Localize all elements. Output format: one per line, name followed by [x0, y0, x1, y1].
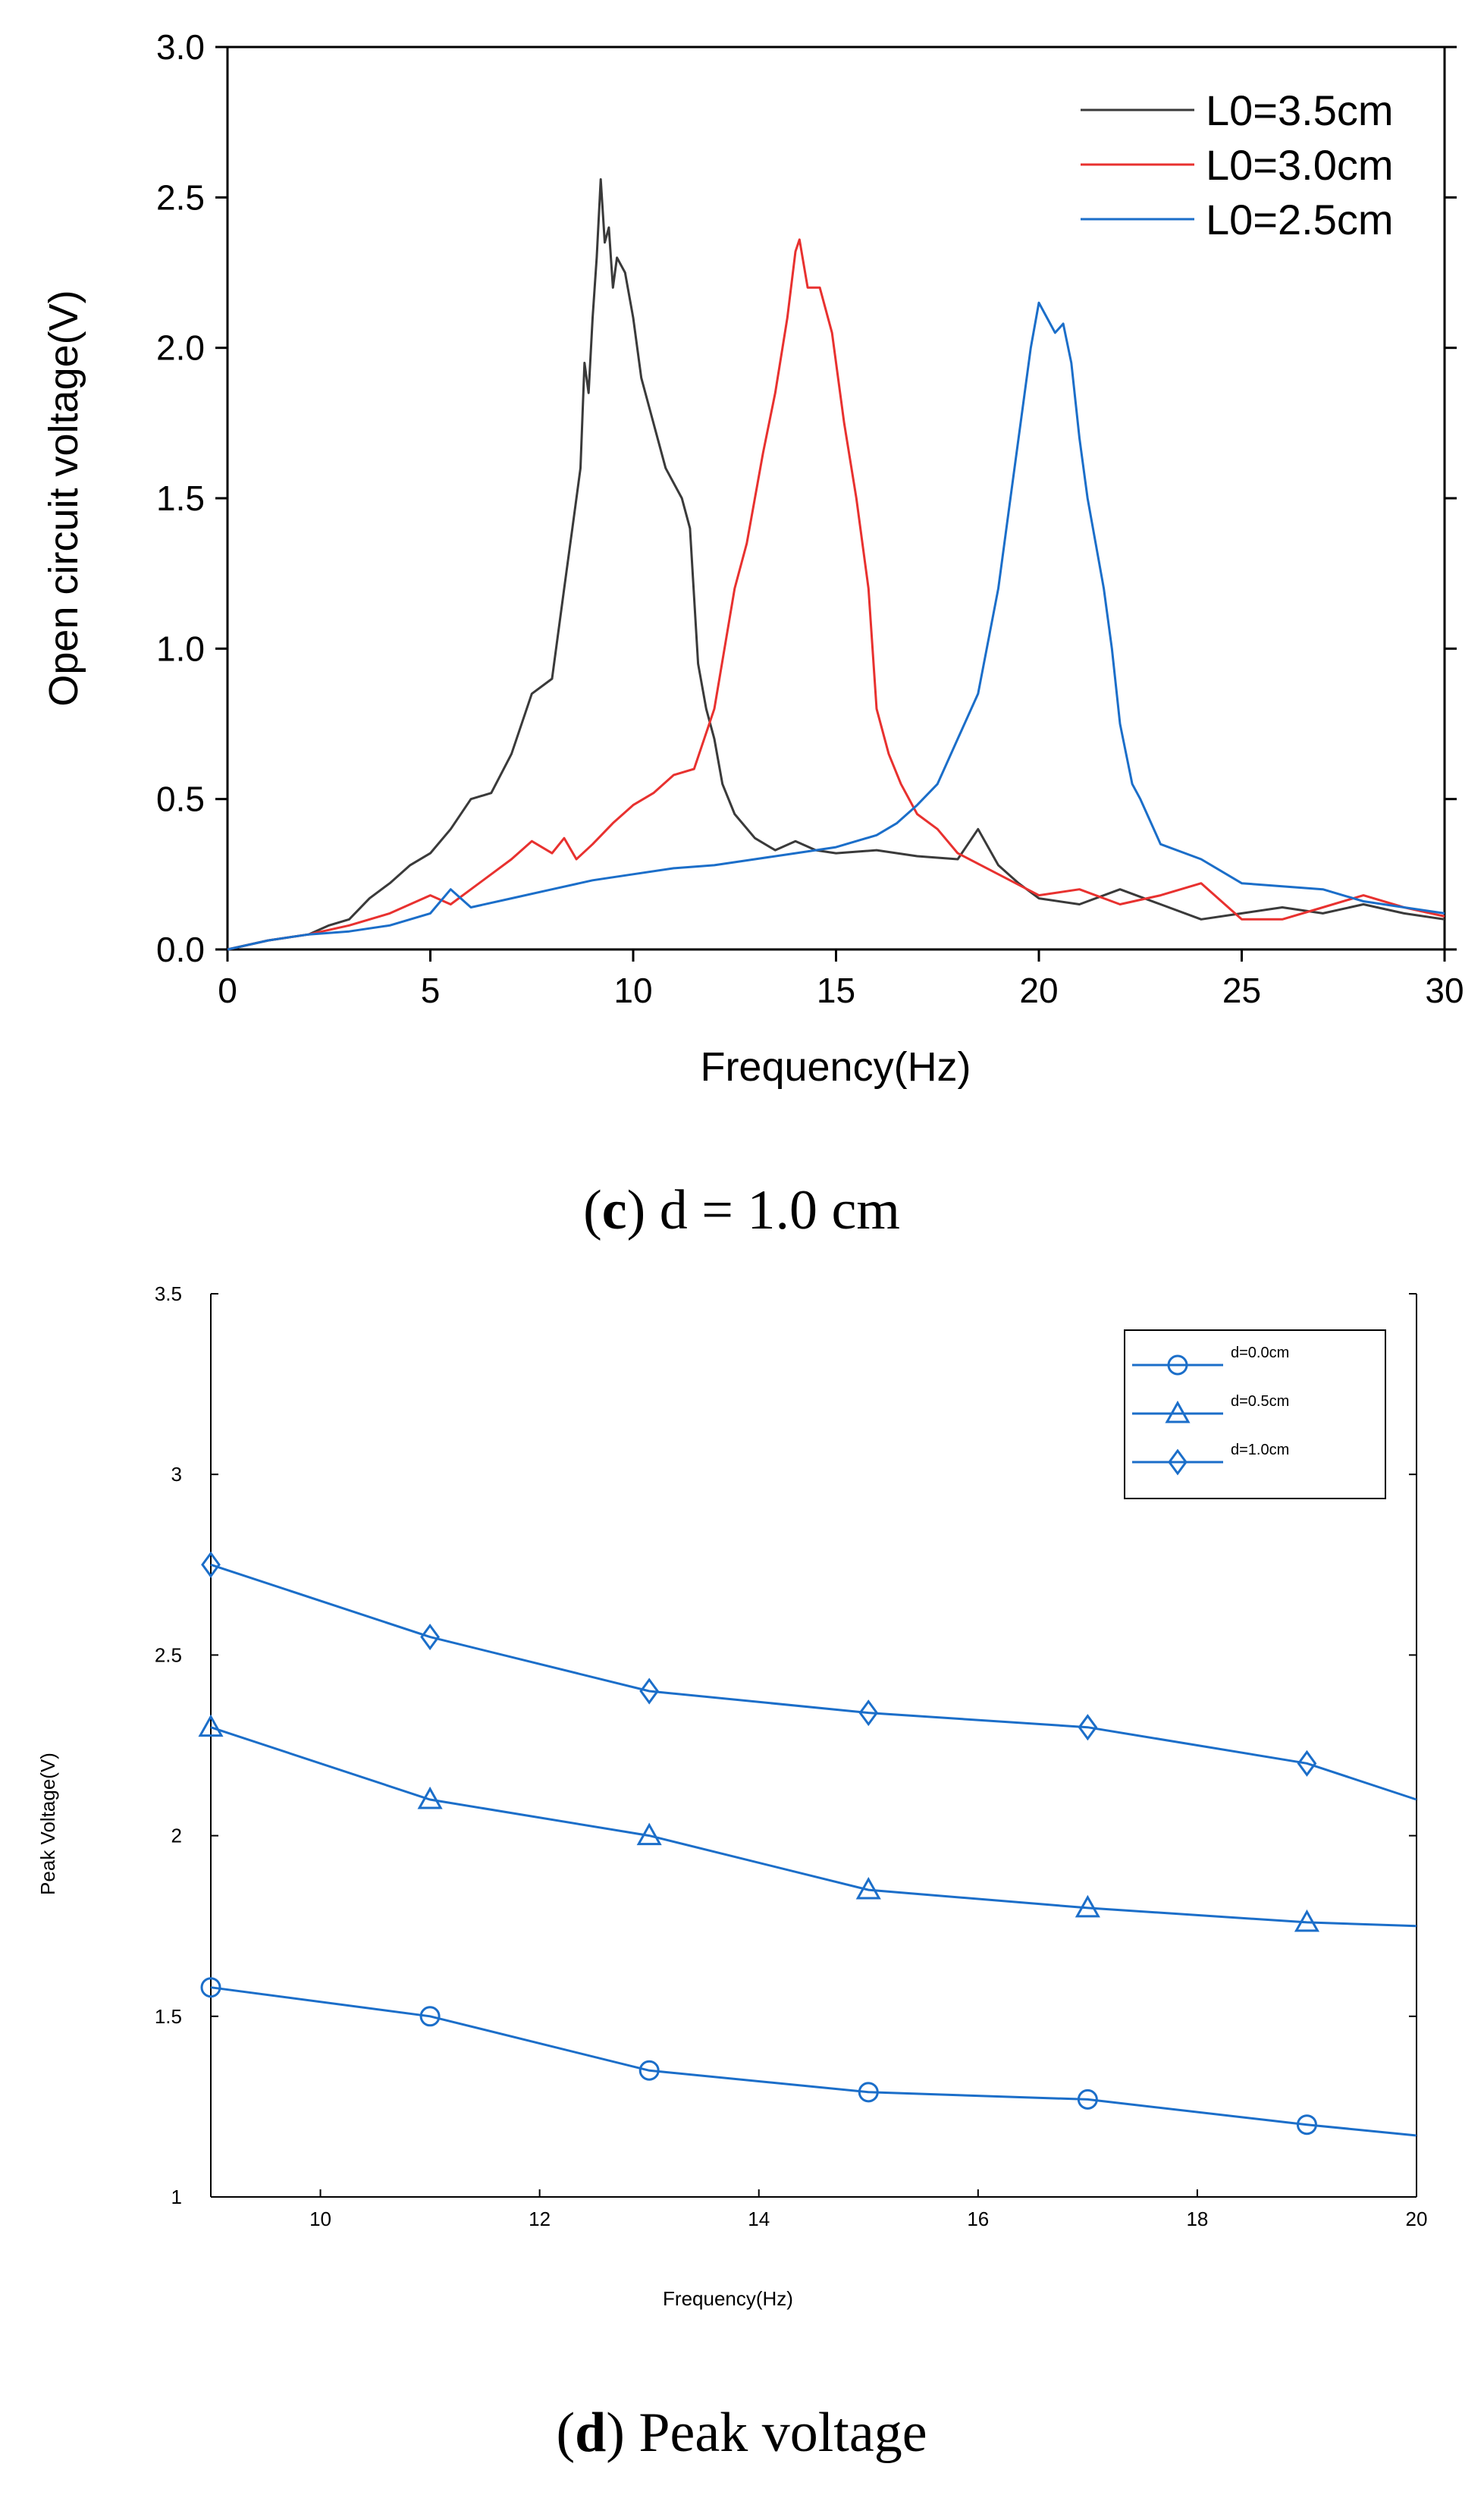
chart-c-series-group — [227, 178, 1445, 951]
chart-d-x-tick-label: 18 — [1186, 2208, 1208, 2230]
diamond-marker-d-1-0cm — [639, 1677, 660, 1705]
chart-d-y-tick-label: 3.5 — [155, 1282, 182, 1305]
chart-d-x-tick-label: 14 — [748, 2208, 770, 2230]
chart-d-x-tick-label: 10 — [309, 2208, 331, 2230]
circle-marker-d-0-0cm — [419, 2006, 441, 2027]
chart-d-x-axis-label: Frequency(Hz) — [663, 2287, 793, 2310]
chart-c-ticks: 0 5 10 15 20 25 30 0.0 0.5 1.0 1.5 2.0 2.5 3.0 — [156, 27, 1464, 1010]
triangle-marker-d-0-5cm — [636, 1822, 662, 1846]
chart-d-y-tick-label: 2 — [171, 1825, 182, 1847]
chart-d-y-tick-label: 1 — [171, 2186, 182, 2208]
circle-marker-d-0-0cm — [638, 2060, 660, 2081]
series-line-d-0-0cm — [210, 1986, 1417, 2137]
chart-c-x-tick-label: 0 — [218, 971, 237, 1010]
legend-label-d-0-5cm: d=0.5cm — [1231, 1393, 1289, 1410]
chart-d-ticks: 10 12 14 16 18 20 1 1.5 2 2.5 3 3.5 — [155, 1282, 1428, 2230]
chart-c-y-tick-label: 0.5 — [156, 780, 205, 819]
chart-c-x-tick-label: 5 — [421, 971, 441, 1010]
chart-c-x-axis-label: Frequency(Hz) — [700, 1044, 971, 1090]
chart-c-caption: (c) d = 1.0 cm — [583, 1179, 900, 1241]
triangle-marker-d-0-5cm — [1294, 1909, 1320, 1932]
chart-d-x-tick-label: 20 — [1406, 2208, 1428, 2230]
triangle-marker-d-0-5cm — [417, 1786, 443, 1809]
chart-c-caption-letter: c — [602, 1179, 627, 1241]
legend-label-l0-2-5cm: L0=2.5cm — [1206, 196, 1394, 243]
circle-marker-d-0-0cm — [200, 1977, 221, 1998]
chart-c-x-tick-label: 15 — [817, 971, 855, 1010]
circle-marker-d-0-0cm — [1296, 2114, 1317, 2136]
triangle-marker-d-0-5cm — [855, 1876, 881, 1900]
chart-d-legend: d=0.0cm d=0.5cm d=1.0cm — [1124, 1329, 1386, 1499]
diamond-marker-d-1-0cm — [420, 1624, 440, 1651]
series-line-l0-3-0cm — [227, 238, 1445, 951]
chart-d-series-group — [198, 1551, 1417, 2137]
diamond-marker-d-1-0cm — [858, 1699, 879, 1727]
chart-c-x-tick-label: 25 — [1222, 971, 1261, 1010]
legend-label-l0-3-5cm: L0=3.5cm — [1206, 86, 1394, 134]
circle-marker-d-0-0cm — [858, 2082, 879, 2103]
chart-c-y-tick-label: 0.0 — [156, 930, 205, 969]
chart-d-y-tick-label: 1.5 — [155, 2005, 182, 2028]
chart-c-y-axis-label: Open circuit voltage(V) — [41, 290, 86, 706]
legend-circle-icon — [1167, 1354, 1188, 1376]
triangle-marker-d-0-5cm — [1075, 1894, 1100, 1918]
chart-d-caption-text: Peak voltage — [625, 2402, 927, 2464]
legend-label-l0-3-0cm: L0=3.0cm — [1206, 141, 1394, 189]
chart-c-x-tick-label: 10 — [613, 971, 652, 1010]
chart-c-y-tick-label: 2.5 — [156, 177, 205, 217]
chart-d-caption: (d) Peak voltage — [556, 2402, 927, 2464]
chart-c-y-tick-label: 1.5 — [156, 479, 205, 518]
series-line-l0-2-5cm — [227, 301, 1445, 951]
chart-d-x-tick-label: 16 — [967, 2208, 989, 2230]
series-line-d-0-5cm — [210, 1726, 1417, 1928]
chart-c-x-tick-label: 20 — [1019, 971, 1058, 1010]
triangle-marker-d-0-5cm — [198, 1714, 224, 1737]
chart-c-y-tick-label: 2.0 — [156, 328, 205, 368]
chart-c-x-tick-label: 30 — [1425, 971, 1464, 1010]
series-line-d-1-0cm — [210, 1563, 1417, 1801]
chart-d-y-tick-label: 3 — [171, 1463, 182, 1486]
chart-d-caption-letter: d — [575, 2402, 606, 2464]
circle-marker-d-0-0cm — [1077, 2088, 1098, 2110]
chart-d-x-tick-label: 12 — [529, 2208, 551, 2230]
chart-c-y-tick-label: 1.0 — [156, 629, 205, 668]
chart-d-y-tick-label: 2.5 — [155, 1643, 182, 1666]
diamond-marker-d-1-0cm — [1297, 1750, 1317, 1777]
legend-label-d-0-0cm: d=0.0cm — [1231, 1345, 1289, 1361]
diamond-marker-d-1-0cm — [201, 1551, 221, 1578]
series-line-l0-3-5cm — [227, 178, 1445, 951]
chart-c-y-tick-label: 3.0 — [156, 27, 205, 67]
legend-label-d-1-0cm: d=1.0cm — [1231, 1442, 1289, 1458]
legend-diamond-icon — [1168, 1448, 1188, 1476]
chart-c-caption-text: d = 1.0 cm — [645, 1179, 900, 1241]
diamond-marker-d-1-0cm — [1078, 1714, 1098, 1741]
chart-d-y-axis-label: Peak Voltage(V) — [36, 1753, 59, 1895]
legend-triangle-icon — [1165, 1400, 1191, 1423]
chart-c-legend: L0=3.5cm L0=3.0cm L0=2.5cm — [1081, 86, 1394, 243]
chart-c: 0 5 10 15 20 25 30 0.0 0.5 1.0 1.5 2.0 2.5 3.0 L0=3.5… — [41, 27, 1464, 1241]
